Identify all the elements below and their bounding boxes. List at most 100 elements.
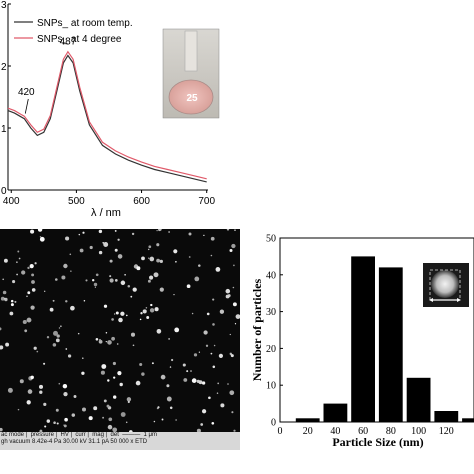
sem-particle bbox=[46, 419, 51, 423]
sem-particle bbox=[2, 278, 5, 281]
sem-particle bbox=[156, 407, 159, 410]
sem-particle bbox=[120, 311, 125, 316]
uv-x-tick-label: 400 bbox=[3, 196, 20, 207]
sem-particle bbox=[186, 370, 189, 373]
sem-particle bbox=[52, 343, 57, 347]
sem-particle bbox=[30, 229, 35, 234]
sem-particle bbox=[56, 334, 60, 338]
sem-particle bbox=[130, 295, 133, 298]
sem-particle bbox=[0, 427, 3, 432]
sem-particle bbox=[232, 286, 235, 289]
sem-particle bbox=[114, 313, 116, 315]
hist-x-axis-label: Particle Size (nm) bbox=[332, 435, 423, 449]
sem-particle bbox=[82, 231, 85, 234]
sem-particle bbox=[131, 232, 135, 236]
sem-particle bbox=[127, 284, 131, 288]
sem-particle bbox=[3, 297, 6, 300]
sem-particle bbox=[191, 378, 197, 383]
sem-particle bbox=[234, 229, 236, 231]
sem-particle bbox=[198, 351, 201, 353]
sem-particle bbox=[231, 411, 234, 414]
sem-particle bbox=[126, 397, 132, 402]
sem-particle bbox=[67, 354, 72, 358]
sem-particle bbox=[113, 376, 116, 379]
sem-particle bbox=[191, 312, 194, 315]
sem-particle bbox=[186, 284, 191, 289]
uv-x-axis-label: λ / nm bbox=[91, 207, 121, 219]
sem-field-pressure: pressure bbox=[30, 432, 54, 438]
sem-particle bbox=[153, 420, 156, 423]
sem-particle bbox=[198, 264, 201, 267]
sem-particle bbox=[139, 362, 143, 367]
hist-y-tick-label: 20 bbox=[266, 344, 276, 355]
sem-particle bbox=[146, 316, 150, 319]
sem-particle bbox=[168, 231, 170, 233]
sem-particle bbox=[117, 254, 123, 259]
sem-particle bbox=[114, 248, 118, 252]
sem-particle bbox=[36, 350, 39, 353]
sem-particle bbox=[19, 379, 24, 384]
hist-x-tick-label: 100 bbox=[411, 426, 426, 437]
hist-y-tick-label: 30 bbox=[266, 307, 276, 318]
sem-particle bbox=[95, 273, 99, 277]
sem-particle bbox=[55, 408, 59, 412]
sem-particle bbox=[63, 263, 68, 269]
sem-particle bbox=[12, 280, 16, 284]
sem-particle bbox=[39, 235, 42, 238]
sem-particle bbox=[100, 370, 105, 375]
sem-field-hv: HV bbox=[60, 432, 69, 438]
sem-particle bbox=[69, 253, 72, 256]
sem-particle bbox=[219, 309, 225, 314]
sem-particle bbox=[233, 429, 236, 432]
uv-plot-frame bbox=[7, 4, 208, 191]
sem-particle bbox=[37, 229, 43, 232]
hist-x-tick-label: 40 bbox=[330, 426, 340, 437]
sem-particle bbox=[103, 304, 108, 308]
hist-y-tick-label: 0 bbox=[271, 418, 276, 429]
sem-particle bbox=[203, 330, 208, 335]
sem-particle bbox=[125, 421, 128, 424]
hist-bar-60 bbox=[351, 256, 375, 422]
sem-particle bbox=[226, 229, 230, 231]
sem-particle bbox=[107, 424, 113, 430]
sem-particle bbox=[201, 409, 207, 414]
sem-particle bbox=[160, 374, 166, 380]
uv-x-tick-label: 700 bbox=[198, 196, 215, 207]
sem-particle bbox=[105, 332, 108, 334]
sem-field-curr: curr bbox=[75, 432, 86, 438]
sem-particle bbox=[16, 273, 18, 276]
sem-particle bbox=[53, 330, 58, 336]
sem-particle bbox=[14, 300, 17, 303]
sem-particle bbox=[208, 396, 211, 400]
uv-y-tick-label: 2 bbox=[1, 62, 7, 73]
sem-particle bbox=[112, 361, 116, 366]
sem-particle bbox=[136, 266, 141, 271]
sem-particle bbox=[149, 256, 155, 262]
sem-particle bbox=[39, 429, 43, 433]
sem-particle bbox=[114, 229, 117, 232]
sem-particle bbox=[109, 275, 112, 278]
sem-particle bbox=[77, 332, 80, 335]
sem-particle bbox=[210, 236, 215, 241]
sem-particle bbox=[150, 303, 153, 307]
sem-particle bbox=[2, 290, 7, 295]
sem-particle bbox=[82, 357, 84, 359]
sem-particle bbox=[46, 336, 50, 339]
sem-particle bbox=[147, 279, 151, 283]
sem-particle bbox=[0, 345, 4, 350]
sem-particle bbox=[34, 262, 37, 265]
hist-bar-80 bbox=[378, 267, 403, 422]
sem-particle bbox=[166, 384, 170, 388]
sem-particle bbox=[182, 363, 186, 367]
sem-field-mode: ac mode bbox=[1, 432, 25, 438]
sem-particle bbox=[112, 427, 118, 433]
sem-particle bbox=[27, 266, 30, 270]
sem-particle bbox=[73, 395, 77, 398]
sem-particle bbox=[43, 362, 46, 365]
sem-particle bbox=[17, 408, 20, 411]
hist-bar-20 bbox=[295, 418, 320, 422]
uv-x-tick-label: 600 bbox=[133, 196, 150, 207]
hist-bar-140 bbox=[462, 418, 474, 422]
sem-particle bbox=[70, 305, 75, 311]
sem-particle bbox=[10, 303, 14, 307]
